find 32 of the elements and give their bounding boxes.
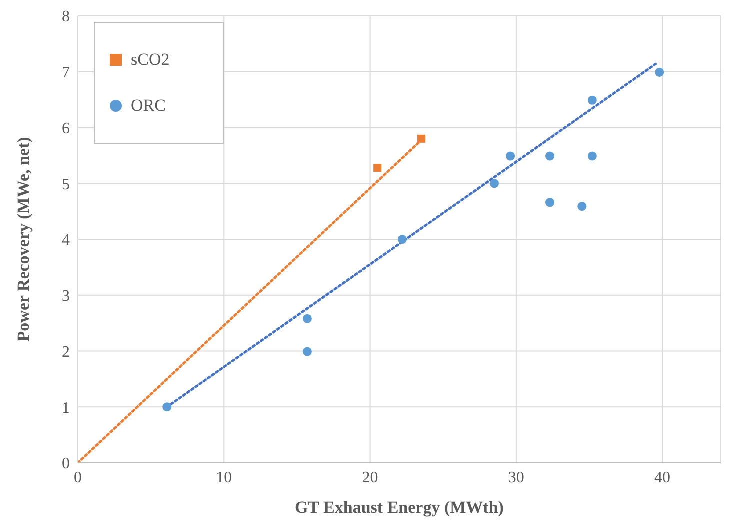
point	[398, 234, 407, 244]
point	[578, 202, 587, 212]
y-tick-label: 7	[62, 64, 70, 82]
y-tick-label: 1	[62, 400, 70, 417]
x-tick-label: 10	[216, 469, 232, 486]
y-tick-label: 8	[62, 8, 70, 26]
y-tick-label: 6	[62, 120, 70, 138]
legend-label: sCO2	[131, 50, 170, 70]
x-tick-label: 40	[654, 469, 671, 486]
x-tick-label: 20	[362, 469, 378, 486]
point	[655, 68, 664, 77]
point	[546, 198, 555, 208]
y-axis-title: Power Recovery (MWe, net)	[14, 137, 34, 342]
legend-label: ORC	[131, 96, 166, 116]
y-tick-label: 2	[62, 344, 70, 361]
x-axis-title: GT Exhaust Energy (MWth)	[295, 498, 504, 517]
y-tick-label: 5	[62, 176, 70, 194]
point	[374, 164, 382, 172]
y-tick-label: 3	[62, 288, 70, 306]
point	[417, 134, 426, 143]
x-tick-label: 30	[508, 469, 524, 486]
y-tick-label: 0	[62, 456, 70, 473]
point	[506, 152, 516, 161]
x-tick-label: 0	[74, 469, 82, 486]
y-tick-label: 4	[62, 232, 70, 250]
point	[302, 347, 312, 356]
point	[588, 96, 597, 105]
point	[302, 314, 312, 324]
point	[162, 402, 172, 412]
point	[588, 152, 597, 161]
point	[490, 179, 500, 188]
point	[546, 152, 555, 161]
